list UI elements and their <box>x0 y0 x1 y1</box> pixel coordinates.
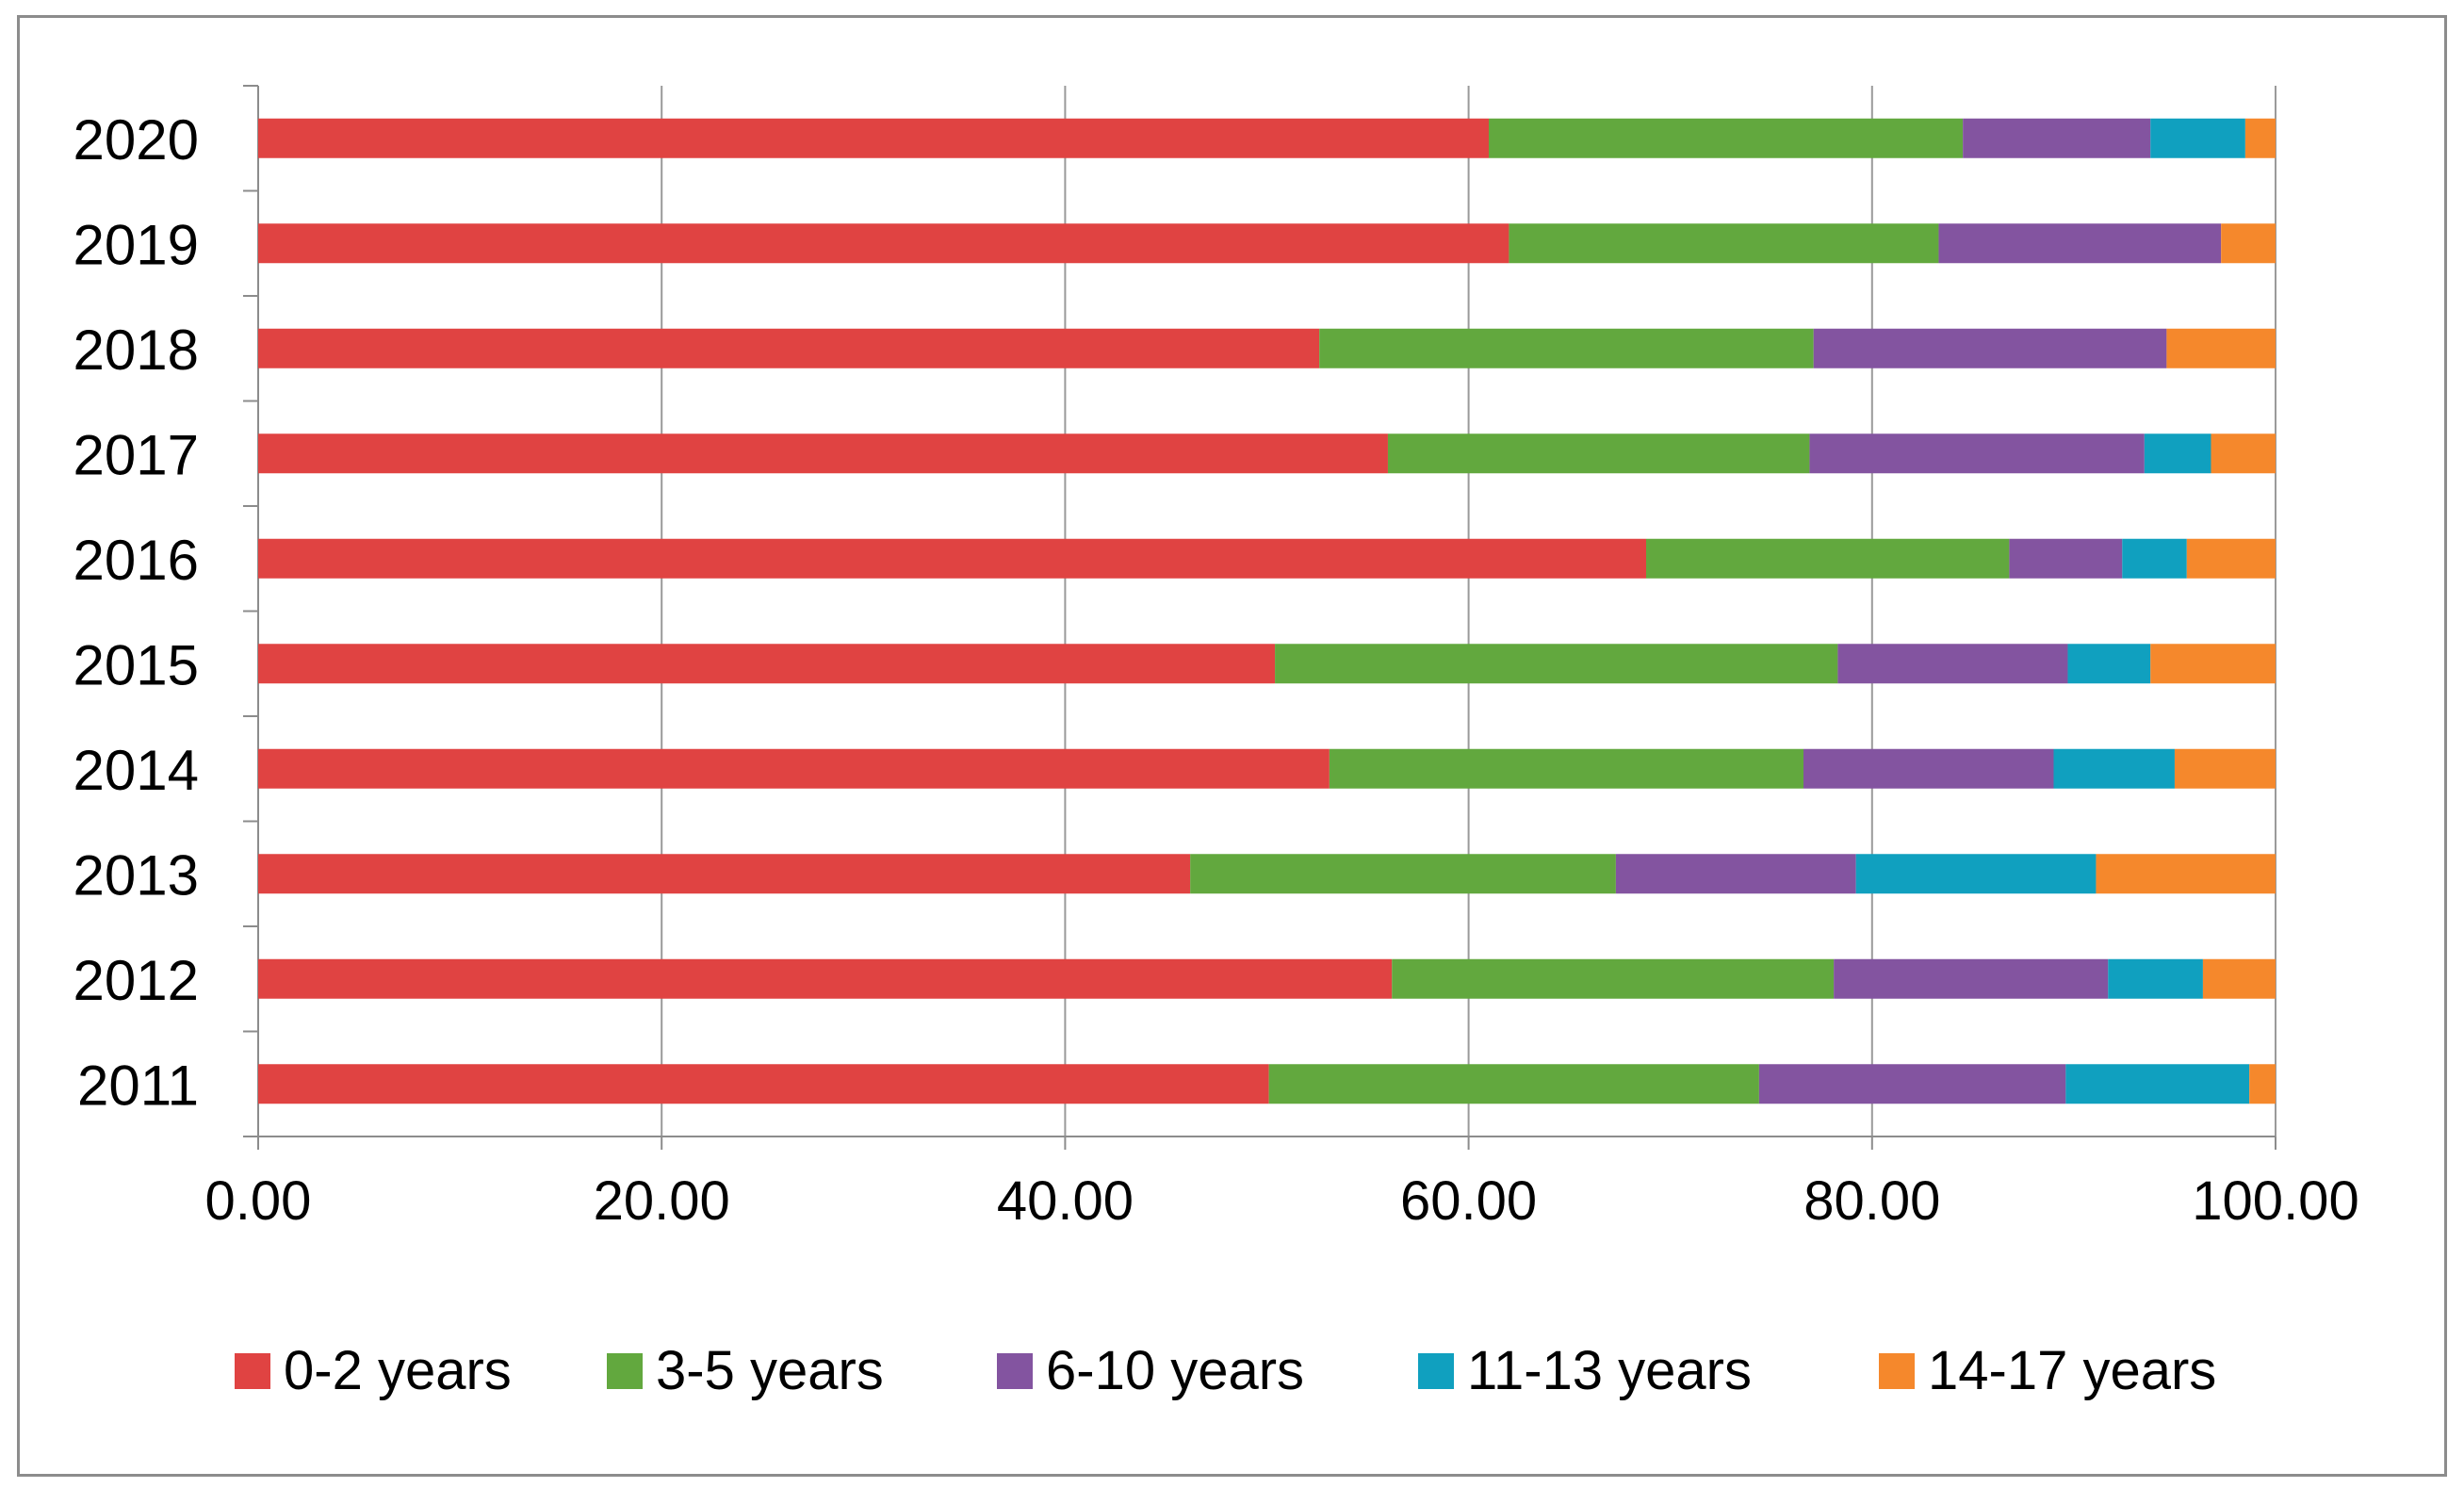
legend-item-6-10-years: 6-10 years <box>997 1340 1304 1401</box>
legend-label-3-5-years: 3-5 years <box>656 1340 884 1401</box>
bar-2011-11-13-years <box>2065 1064 2250 1104</box>
bar-2017-3-5-years <box>1387 433 1810 474</box>
x-tick-label-60.00: 60.00 <box>1400 1170 1537 1232</box>
category-label-2012: 2012 <box>73 949 199 1012</box>
bar-2020-14-17-years <box>2244 118 2276 158</box>
bar-2015-3-5-years <box>1275 644 1838 684</box>
bar-2014-0-2-years <box>258 748 1330 789</box>
bar-2012-14-17-years <box>2202 958 2276 999</box>
bar-2019-3-5-years <box>1509 223 1939 264</box>
legend-swatch-3-5-years <box>607 1353 643 1389</box>
legend-swatch-0-2-years <box>235 1353 270 1389</box>
bar-2016-14-17-years <box>2186 538 2276 579</box>
legend-swatch-14-17-years <box>1879 1353 1915 1389</box>
bar-2019-6-10-years <box>1938 223 2222 264</box>
bar-2018-3-5-years <box>1319 328 1814 368</box>
bar-2017-0-2-years <box>258 433 1388 474</box>
bar-2011-6-10-years <box>1758 1064 2066 1104</box>
bar-2014-14-17-years <box>2174 748 2276 789</box>
bar-2014-6-10-years <box>1803 748 2054 789</box>
bar-2011-14-17-years <box>2249 1064 2276 1104</box>
bar-2020-6-10-years <box>1963 118 2151 158</box>
bar-2014-11-13-years <box>2053 748 2175 789</box>
x-tick-label-40.00: 40.00 <box>997 1170 1134 1232</box>
category-label-2013: 2013 <box>73 843 199 907</box>
bar-2014-3-5-years <box>1329 748 1804 789</box>
legend-item-3-5-years: 3-5 years <box>607 1340 884 1401</box>
x-tick-label-100.00: 100.00 <box>2192 1170 2358 1232</box>
bar-2020-0-2-years <box>258 118 1490 158</box>
legend-item-11-13-years: 11-13 years <box>1418 1340 1752 1401</box>
legend-label-6-10-years: 6-10 years <box>1046 1340 1304 1401</box>
bar-2012-11-13-years <box>2108 958 2203 999</box>
bar-2013-3-5-years <box>1190 854 1616 894</box>
legend-swatch-6-10-years <box>997 1353 1033 1389</box>
bar-2015-14-17-years <box>2150 644 2276 684</box>
category-label-2019: 2019 <box>73 213 199 276</box>
bar-2011-3-5-years <box>1268 1064 1759 1104</box>
bar-2017-14-17-years <box>2211 433 2276 474</box>
bar-2015-11-13-years <box>2067 644 2151 684</box>
bar-2019-14-17-years <box>2221 223 2276 264</box>
bar-2016-11-13-years <box>2122 538 2187 579</box>
category-label-2020: 2020 <box>73 108 199 172</box>
bar-2013-14-17-years <box>2096 854 2276 894</box>
bar-2018-0-2-years <box>258 328 1320 368</box>
category-label-2014: 2014 <box>73 739 199 802</box>
bar-2019-0-2-years <box>258 223 1509 264</box>
bar-2012-0-2-years <box>258 958 1393 999</box>
bar-2016-0-2-years <box>258 538 1647 579</box>
category-label-2011: 2011 <box>77 1054 199 1117</box>
bar-2018-6-10-years <box>1813 328 2167 368</box>
bar-2017-11-13-years <box>2144 433 2211 474</box>
category-label-2017: 2017 <box>73 423 199 486</box>
legend-label-0-2-years: 0-2 years <box>284 1340 512 1401</box>
bar-2016-3-5-years <box>1646 538 2010 579</box>
x-tick-label-80.00: 80.00 <box>1803 1170 1940 1232</box>
legend-item-0-2-years: 0-2 years <box>235 1340 512 1401</box>
bar-2020-3-5-years <box>1489 118 1964 158</box>
bar-2020-11-13-years <box>2150 118 2245 158</box>
legend-item-14-17-years: 14-17 years <box>1879 1340 2216 1401</box>
bar-2013-11-13-years <box>1855 854 2097 894</box>
category-label-2018: 2018 <box>73 319 199 382</box>
legend-label-14-17-years: 14-17 years <box>1928 1340 2216 1401</box>
bar-2012-3-5-years <box>1392 958 1835 999</box>
x-tick-label-0.00: 0.00 <box>205 1170 312 1232</box>
bar-2012-6-10-years <box>1834 958 2109 999</box>
legend-swatch-11-13-years <box>1418 1353 1454 1389</box>
bar-2013-0-2-years <box>258 854 1191 894</box>
chart-frame: 2020 2019 2018 2017 2016 2015 2014 2013 2012 2011… <box>17 15 2447 1477</box>
bar-2013-6-10-years <box>1615 854 1856 894</box>
bar-2017-6-10-years <box>1809 433 2145 474</box>
bar-2016-6-10-years <box>2009 538 2123 579</box>
legend-label-11-13-years: 11-13 years <box>1467 1340 1752 1401</box>
category-label-2016: 2016 <box>73 529 199 592</box>
bar-2015-0-2-years <box>258 644 1276 684</box>
bar-2011-0-2-years <box>258 1064 1269 1104</box>
bar-2018-14-17-years <box>2166 328 2276 368</box>
stacked-bar-chart: 2020 2019 2018 2017 2016 2015 2014 2013 2012 2011… <box>73 85 2359 1401</box>
category-label-2015: 2015 <box>73 633 199 696</box>
bar-2015-6-10-years <box>1837 644 2068 684</box>
x-tick-label-20.00: 20.00 <box>594 1170 730 1232</box>
